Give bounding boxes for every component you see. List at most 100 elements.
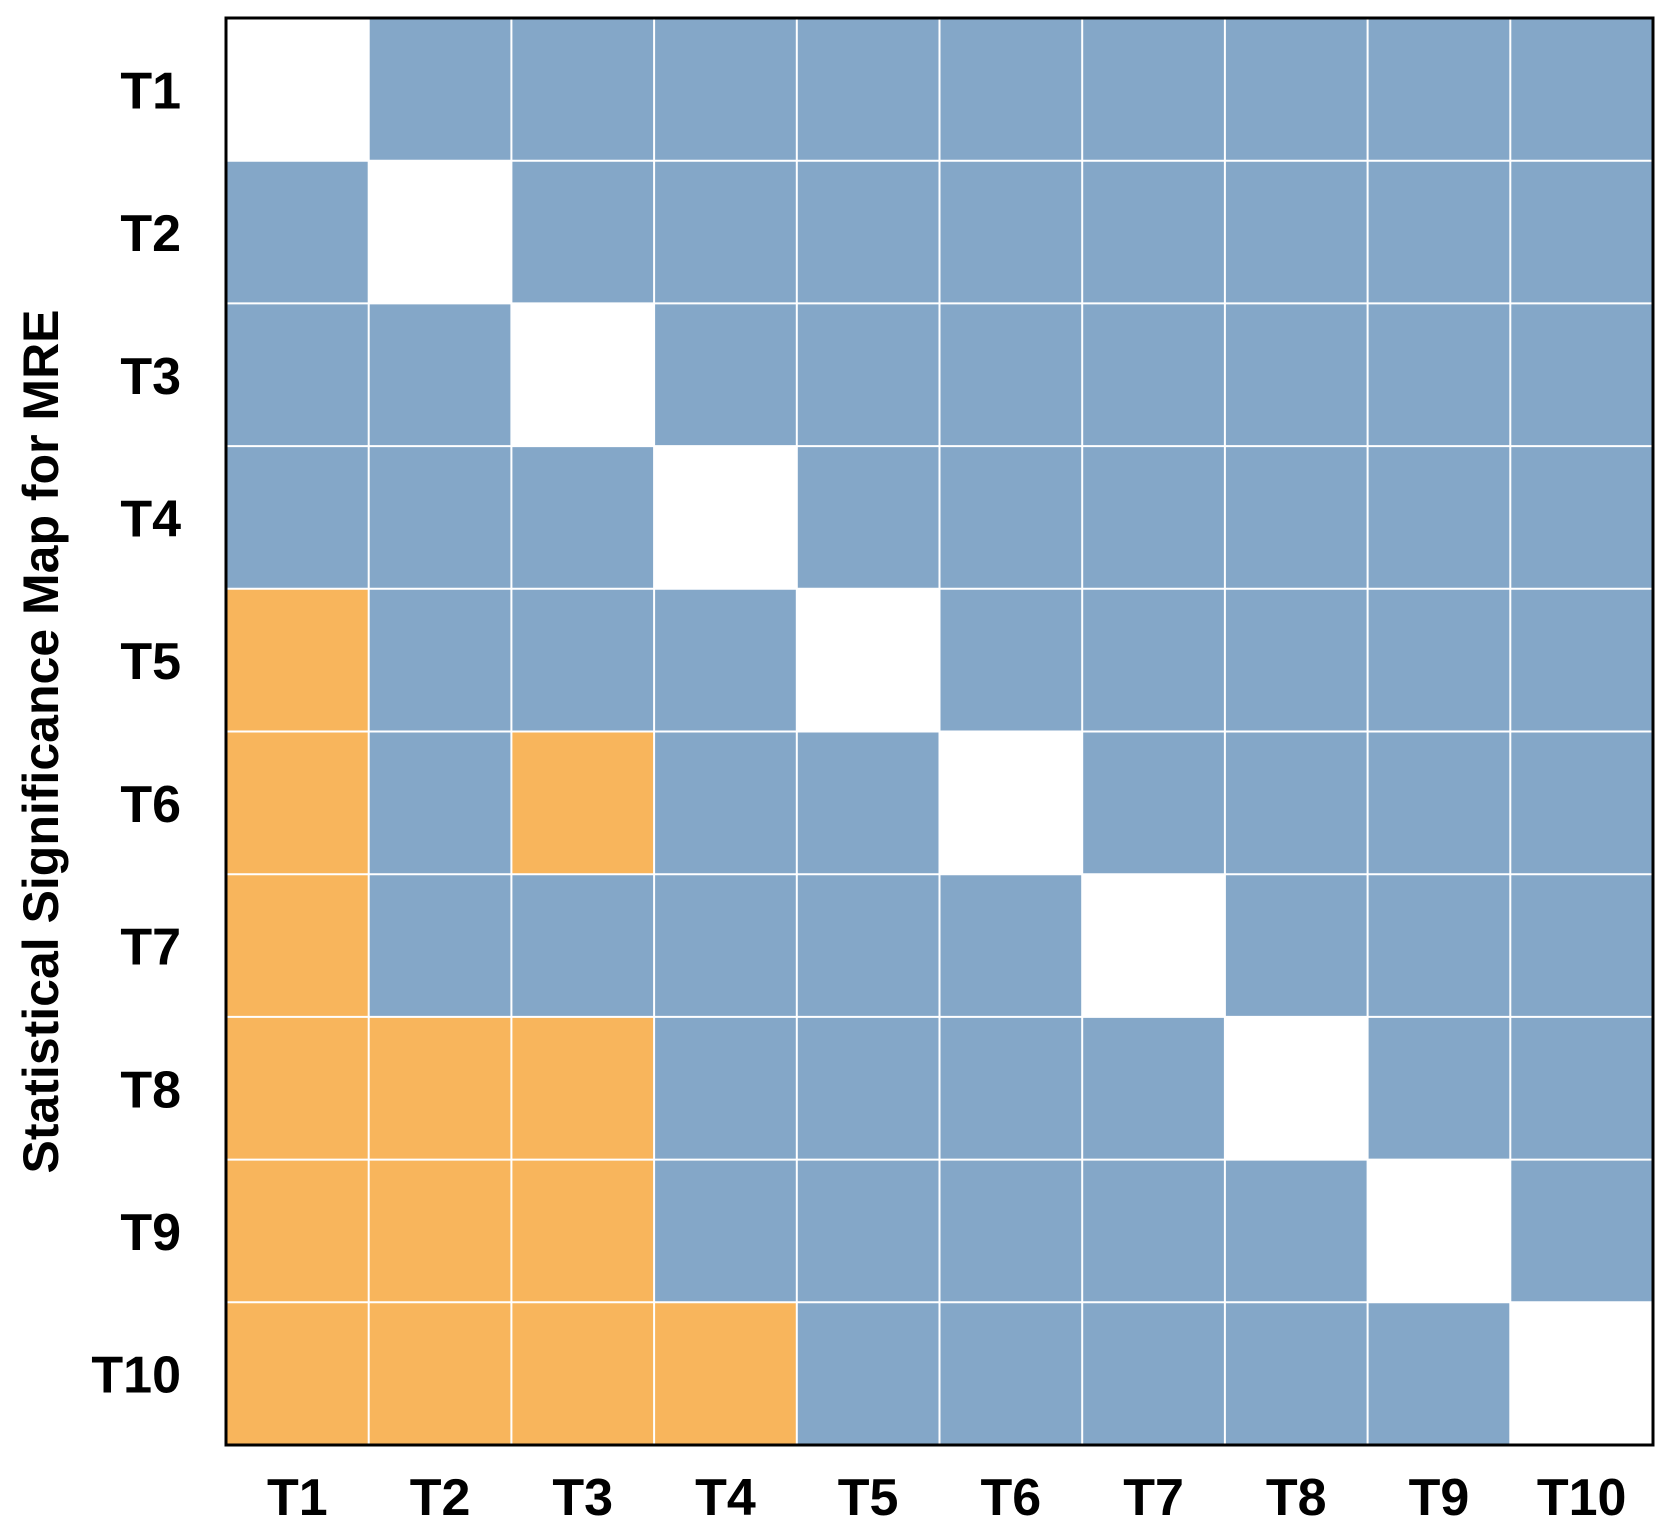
heatmap-cell-T3-T5 [796, 303, 940, 447]
y-axis-tick-labels: T1 T2 T3 T4 T5 T6 T7 T8 T9 T10 [91, 62, 181, 1404]
y-tick-label: T10 [91, 1347, 181, 1405]
heatmap-cell-T9-T6 [939, 1159, 1083, 1303]
heatmap-cell-T9-T9 [1367, 1159, 1511, 1303]
x-tick-label: T5 [838, 1469, 899, 1527]
heatmap-cell-T10-T7 [1082, 1302, 1225, 1445]
heatmap-cell-T5-T6 [939, 588, 1083, 732]
heatmap-cell-T4-T5 [796, 446, 940, 589]
heatmap-cell-T7-T4 [654, 874, 797, 1017]
heatmap-cell-T5-T10 [1510, 588, 1653, 732]
x-tick-label: T4 [695, 1469, 756, 1527]
heatmap-cell-T4-T9 [1367, 446, 1511, 589]
y-tick-label: T2 [120, 205, 181, 263]
heatmap-cell-T3-T9 [1367, 303, 1511, 447]
heatmap-cell-T3-T10 [1510, 303, 1653, 447]
heatmap-cell-T10-T3 [511, 1302, 655, 1445]
heatmap-cell-T3-T2 [368, 303, 512, 447]
heatmap-cell-T2-T7 [1082, 160, 1225, 304]
x-tick-label: T9 [1409, 1469, 1470, 1527]
heatmap-cell-T8-T9 [1367, 1016, 1511, 1160]
heatmap-cell-T9-T3 [511, 1159, 655, 1303]
heatmap-cell-T2-T10 [1510, 160, 1653, 304]
heatmap-cell-T10-T9 [1367, 1302, 1511, 1445]
heatmap-cell-T3-T6 [939, 303, 1083, 447]
y-tick-label: T5 [120, 633, 181, 691]
heatmap-cell-T1-T3 [511, 18, 655, 161]
heatmap-cell-T5-T1 [226, 588, 369, 732]
heatmap-cell-T1-T8 [1224, 18, 1368, 161]
x-axis-tick-labels: T1 T2 T3 T4 T5 T6 T7 T8 T9 T10 [267, 1469, 1626, 1527]
heatmap-cell-T3-T7 [1082, 303, 1225, 447]
x-tick-label: T6 [981, 1469, 1042, 1527]
heatmap-cell-T7-T9 [1367, 874, 1511, 1017]
heatmap-cell-T3-T3 [511, 303, 655, 447]
x-tick-label: T10 [1537, 1469, 1627, 1527]
y-tick-label: T1 [120, 62, 181, 120]
heatmap-cell-T3-T8 [1224, 303, 1368, 447]
x-tick-label: T3 [552, 1469, 613, 1527]
heatmap-cell-T6-T8 [1224, 731, 1368, 875]
heatmap-cell-T10-T4 [654, 1302, 797, 1445]
heatmap-cell-T5-T5 [796, 588, 940, 732]
plot-frame [224, 16, 1655, 1447]
heatmap-cell-T8-T2 [368, 1016, 512, 1160]
y-axis-title: Statistical Significance Map for MRE [13, 309, 69, 1173]
heatmap-cell-T4-T1 [226, 446, 369, 589]
y-tick-label: T7 [120, 919, 181, 977]
heatmap-cell-T6-T4 [654, 731, 797, 875]
heatmap-cell-T2-T5 [796, 160, 940, 304]
heatmap-cell-T1-T2 [368, 18, 512, 161]
heatmap-cell-T6-T9 [1367, 731, 1511, 875]
x-tick-label: T7 [1123, 1469, 1184, 1527]
heatmap-cell-T5-T8 [1224, 588, 1368, 732]
heatmap-cell-T4-T10 [1510, 446, 1653, 589]
heatmap-cell-T8-T7 [1082, 1016, 1225, 1160]
y-tick-label: T8 [120, 1061, 181, 1119]
heatmap-cell-T8-T8 [1224, 1016, 1368, 1160]
heatmap-cell-T9-T7 [1082, 1159, 1225, 1303]
heatmap-cell-T9-T8 [1224, 1159, 1368, 1303]
heatmap-cell-T7-T3 [511, 874, 655, 1017]
heatmap-cell-T8-T6 [939, 1016, 1083, 1160]
heatmap-cell-T10-T10 [1510, 1302, 1653, 1445]
heatmap-cell-T2-T6 [939, 160, 1083, 304]
heatmap-cell-T2-T2 [368, 160, 512, 304]
heatmap-cell-T10-T6 [939, 1302, 1083, 1445]
heatmap-cell-T1-T5 [796, 18, 940, 161]
heatmap-cell-T2-T3 [511, 160, 655, 304]
heatmap-cell-T4-T3 [511, 446, 655, 589]
heatmap-cell-T2-T4 [654, 160, 797, 304]
x-tick-label: T8 [1266, 1469, 1327, 1527]
heatmap-cell-T9-T5 [796, 1159, 940, 1303]
x-tick-label: T1 [267, 1469, 328, 1527]
heatmap-cell-T7-T10 [1510, 874, 1653, 1017]
heatmap-cell-T8-T4 [654, 1016, 797, 1160]
heatmap-cell-T4-T2 [368, 446, 512, 589]
heatmap-cell-T9-T10 [1510, 1159, 1653, 1303]
heatmap-cell-T6-T5 [796, 731, 940, 875]
y-tick-label: T6 [120, 776, 181, 834]
heatmap-cell-T7-T8 [1224, 874, 1368, 1017]
heatmap-cell-T5-T9 [1367, 588, 1511, 732]
heatmap-cell-T2-T1 [226, 160, 369, 304]
heatmap-cell-T5-T3 [511, 588, 655, 732]
heatmap-cell-T7-T7 [1082, 874, 1225, 1017]
heatmap-cell-T4-T4 [654, 446, 797, 589]
heatmap-cell-T8-T10 [1510, 1016, 1653, 1160]
heatmap-cell-T1-T6 [939, 18, 1083, 161]
heatmap-cell-T9-T4 [654, 1159, 797, 1303]
heatmap-cell-T10-T5 [796, 1302, 940, 1445]
y-tick-label: T3 [120, 348, 181, 406]
heatmap-cell-T4-T8 [1224, 446, 1368, 589]
heatmap-cell-T1-T1 [226, 18, 369, 161]
heatmap-cell-T8-T5 [796, 1016, 940, 1160]
heatmap-cell-T7-T1 [226, 874, 369, 1017]
heatmap-cell-T2-T8 [1224, 160, 1368, 304]
y-tick-label: T9 [120, 1204, 181, 1262]
heatmap-cell-T9-T1 [226, 1159, 369, 1303]
heatmap-cell-T5-T7 [1082, 588, 1225, 732]
heatmap-cell-T9-T2 [368, 1159, 512, 1303]
heatmap-cell-T6-T7 [1082, 731, 1225, 875]
heatmap-cell-T5-T2 [368, 588, 512, 732]
